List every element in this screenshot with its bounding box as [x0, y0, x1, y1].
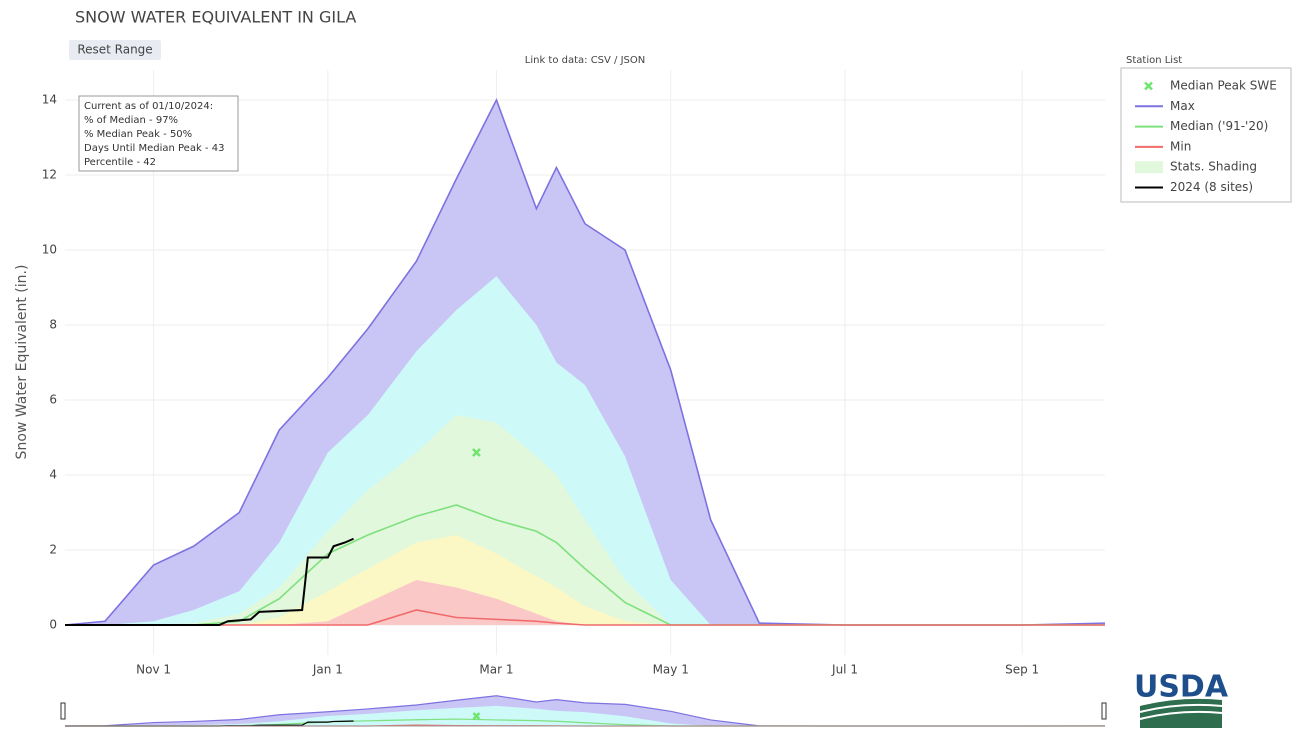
reset-button[interactable] [69, 40, 161, 60]
legend-label: Min [1170, 139, 1191, 153]
y-tick-label: 4 [49, 468, 57, 482]
x-tick-label: Nov 1 [136, 663, 171, 677]
reset-button-label[interactable]: Reset Range [77, 43, 152, 57]
stats-band [65, 535, 1105, 625]
info-line: % of Median - 97% [84, 115, 178, 126]
x-tick-label: Sep 1 [1005, 663, 1039, 677]
legend-label: Median ('91-'20) [1170, 119, 1268, 133]
stats-band [65, 705, 1105, 726]
info-line: % Median Peak - 50% [84, 129, 192, 140]
y-tick-label: 0 [49, 618, 57, 632]
slider-handle[interactable] [1101, 702, 1107, 720]
legend-label: 2024 (8 sites) [1170, 180, 1253, 194]
legend-label: Max [1170, 99, 1195, 113]
info-box [78, 95, 239, 172]
legend-swatch [1135, 161, 1163, 174]
stats-band [65, 415, 1105, 625]
y-tick-label: 12 [42, 168, 57, 182]
median-peak-marker [472, 712, 481, 720]
y-tick-label: 6 [49, 393, 57, 407]
logo-swoosh-line [1139, 710, 1223, 720]
x-tick-label: Mar 1 [479, 663, 513, 677]
legend-box [1120, 67, 1292, 203]
y-tick-label: 10 [42, 243, 57, 257]
legend-title: Station List [1126, 55, 1182, 66]
legend-label: Stats. Shading [1170, 160, 1257, 174]
slider-handle[interactable] [60, 702, 66, 720]
range-slider[interactable] [60, 695, 1107, 727]
info-line: Days Until Median Peak - 43 [84, 143, 224, 154]
y-tick-label: 14 [42, 93, 57, 107]
info-line: Current as of 01/10/2024: [84, 101, 213, 112]
legend: Median Peak SWE Max Median ('91-'20) Min Sta… [1135, 79, 1277, 194]
logo-swoosh-line [1139, 703, 1223, 713]
logo: USDA [1134, 670, 1229, 705]
x-tick-label: Jan 1 [312, 663, 343, 677]
x-tick-label: Jul 1 [831, 663, 858, 677]
median-peak-marker [472, 448, 481, 457]
plot-area: 0 2 4 6 8 10 12 14 Nov 1 Jan 1 Mar 1 May 1 Jul 1 Sep … [42, 70, 1106, 677]
x-tick-label: May 1 [653, 663, 689, 677]
y-axis-label: Snow Water Equivalent (in.) [14, 265, 30, 460]
y-tick-label: 8 [49, 318, 57, 332]
legend-label: Median Peak SWE [1170, 79, 1277, 93]
series-line [65, 537, 354, 626]
series-line [64, 98, 1106, 626]
chart-title: SNOW WATER EQUIVALENT IN GILA [75, 8, 356, 27]
legend-swatch [1144, 81, 1153, 91]
data-link[interactable]: Link to data: CSV / JSON [525, 55, 646, 66]
y-tick-label: 2 [49, 543, 57, 557]
info-line: Percentile - 42 [84, 157, 156, 168]
